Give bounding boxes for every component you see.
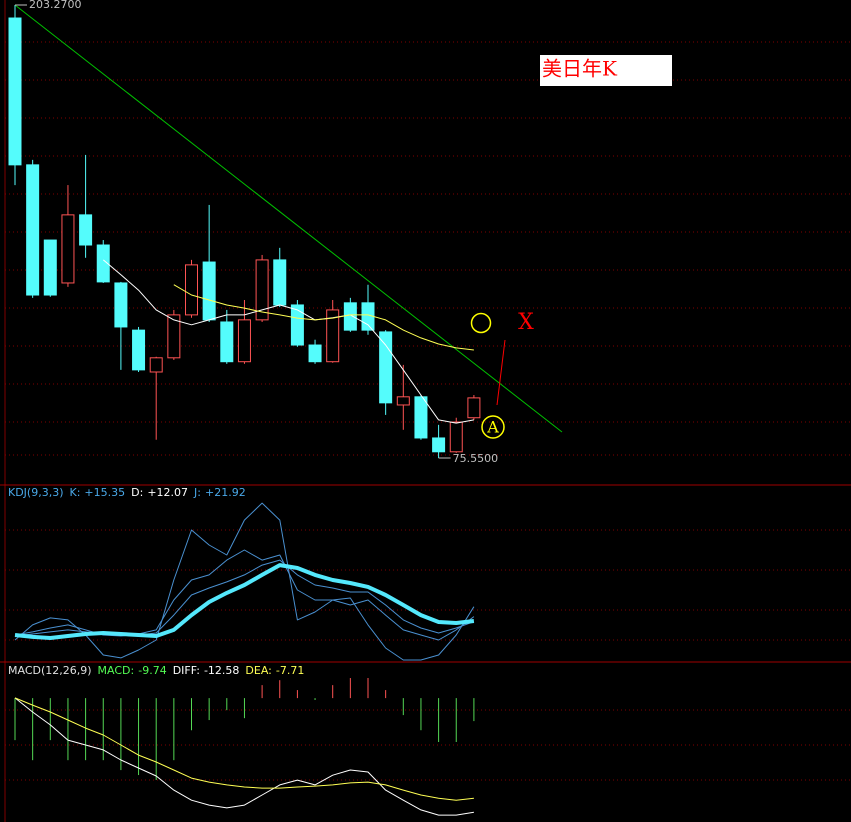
- candle-body: [432, 437, 446, 453]
- legend-value: -9.74: [138, 664, 166, 677]
- line: [14, 502, 475, 661]
- legend-label: MACD(12,26,9): [8, 664, 92, 677]
- annotation-line: [496, 339, 506, 406]
- candle-body: [79, 214, 93, 246]
- candle-body: [132, 329, 146, 371]
- candle-body: [237, 319, 251, 363]
- legend-label: DIFF:: [173, 664, 200, 677]
- legend-value: -12.58: [204, 664, 239, 677]
- line: [173, 284, 474, 351]
- candle-body: [149, 357, 163, 373]
- legend-label: MACD:: [98, 664, 135, 677]
- line: [14, 559, 475, 637]
- candle-body: [26, 164, 40, 296]
- legend-value: +12.07: [147, 486, 188, 499]
- legend-label: D:: [131, 486, 143, 499]
- candle-body: [61, 214, 75, 284]
- candle-body: [255, 259, 269, 321]
- legend-label: KDJ(9,3,3): [8, 486, 64, 499]
- candle-body: [414, 396, 428, 439]
- annotation: X: [518, 310, 534, 335]
- candle-body: [96, 244, 110, 283]
- legend-value: +21.92: [205, 486, 246, 499]
- line: [14, 563, 475, 640]
- low-label: 75.5500: [453, 452, 499, 465]
- line: [14, 697, 474, 801]
- candle-body: [185, 264, 198, 316]
- marker-circle: [481, 415, 505, 439]
- candle-body: [308, 344, 322, 363]
- candle-body: [467, 397, 481, 419]
- legend-value: -7.71: [276, 664, 304, 677]
- annotation: A: [486, 418, 499, 437]
- candle-body: [449, 421, 463, 453]
- candle-body: [202, 261, 216, 321]
- marker-circle: [470, 312, 492, 334]
- title-box: [540, 55, 672, 86]
- candle-body: [343, 302, 357, 331]
- candle-body: [167, 314, 181, 359]
- candle-body: [290, 304, 304, 346]
- legend-value: +15.35: [84, 486, 125, 499]
- legend: KDJ(9,3,3) K: +15.35 D: +12.07 J: +21.92: [8, 486, 246, 499]
- candle-body: [273, 259, 287, 306]
- legend-label: DEA:: [245, 664, 271, 677]
- candle-body: [220, 321, 234, 363]
- candle-body: [43, 239, 57, 296]
- candle-body: [379, 331, 393, 404]
- grid: [5, 41, 851, 781]
- trend-line: [14, 4, 563, 433]
- legend-label: J:: [193, 486, 201, 499]
- line: [14, 697, 474, 816]
- candle-body: [396, 396, 410, 406]
- candle-body: [326, 309, 340, 363]
- line: [14, 549, 475, 641]
- legend-label: K:: [70, 486, 81, 499]
- line: [102, 259, 474, 424]
- high-label: 203.2700: [29, 0, 82, 11]
- candle-body: [8, 17, 22, 166]
- candle-body: [114, 282, 128, 328]
- chart-title: 美日年K: [542, 57, 618, 81]
- legend: MACD(12,26,9) MACD: -9.74 DIFF: -12.58 DEA: -7…: [8, 664, 304, 677]
